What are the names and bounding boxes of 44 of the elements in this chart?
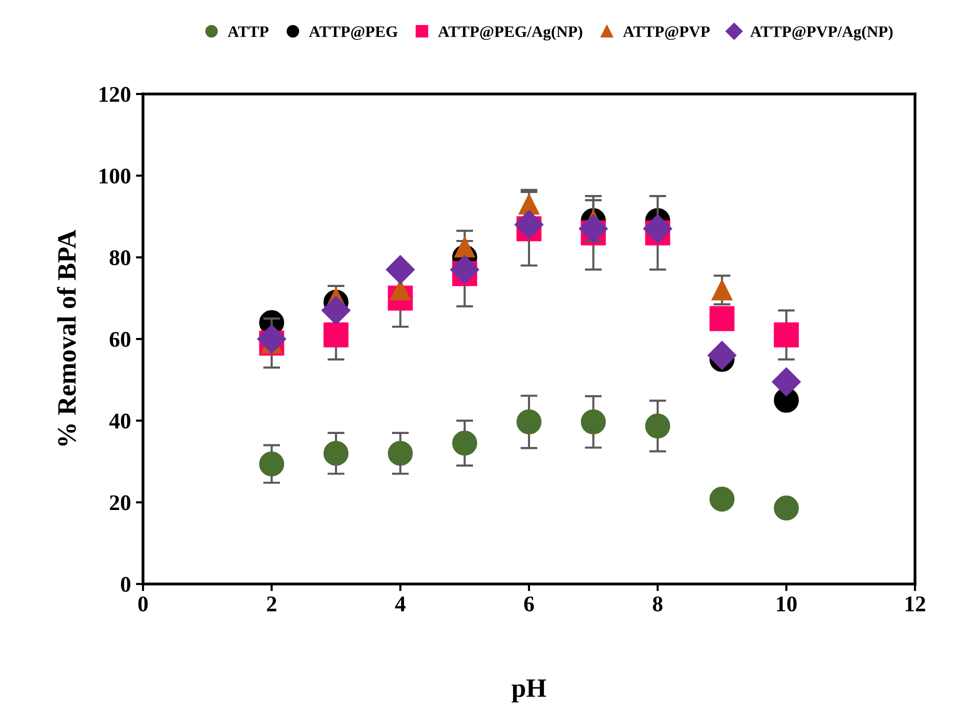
x-tick-label: 4 <box>395 596 406 612</box>
x-axis-title: pH <box>512 679 546 702</box>
point <box>643 214 672 244</box>
x-tick-label: 0 <box>138 596 148 612</box>
point <box>454 236 476 258</box>
point <box>259 451 284 476</box>
point <box>580 409 606 434</box>
legend-label: ATTP@PVP/Ag(NP) <box>750 26 893 40</box>
point <box>388 440 413 466</box>
legend-label: ATTP <box>228 26 268 37</box>
y-tick-label: 60 <box>110 332 130 347</box>
x-tick-label: 12 <box>906 596 926 612</box>
point <box>257 324 286 354</box>
point <box>322 296 350 325</box>
point <box>710 486 734 512</box>
y-tick-label: 40 <box>109 414 130 429</box>
point <box>708 340 736 370</box>
point <box>710 306 734 332</box>
x-tick-label: 6 <box>524 596 534 612</box>
y-tick-label: 0 <box>120 576 130 592</box>
point <box>578 214 608 244</box>
point <box>516 409 542 434</box>
point <box>645 413 670 438</box>
y-tick-label: 100 <box>100 168 130 184</box>
point <box>386 255 415 284</box>
legend-label: ATTP@PEG/Ag(NP) <box>438 26 582 40</box>
point <box>450 255 480 284</box>
point <box>774 496 799 521</box>
legend-label: ATTP@PEG <box>309 26 398 40</box>
point <box>712 280 732 300</box>
point <box>774 322 799 348</box>
point <box>452 430 478 456</box>
y-tick-label: 20 <box>110 495 130 510</box>
y-axis-title: % Removal of BPA <box>56 230 76 446</box>
x-tick-label: 10 <box>777 596 797 612</box>
point <box>324 322 348 348</box>
x-tick-label: 2 <box>267 596 276 612</box>
y-tick-label: 120 <box>100 86 130 102</box>
point <box>514 210 544 240</box>
x-tick-label: 8 <box>652 596 662 612</box>
point <box>324 440 348 466</box>
point <box>772 367 801 396</box>
legend-label: ATTP@PVP <box>622 26 710 40</box>
y-tick-label: 80 <box>110 250 130 266</box>
